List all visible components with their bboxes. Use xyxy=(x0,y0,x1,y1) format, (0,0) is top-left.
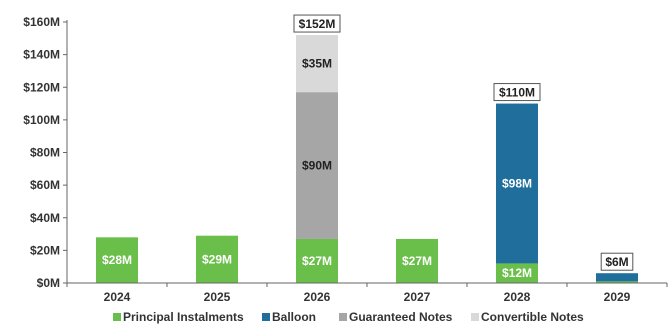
y-tick-label: $160M xyxy=(23,15,60,29)
bar-segment-principal-instalments xyxy=(196,235,238,283)
legend-swatch-convertible-notes xyxy=(471,313,479,321)
bar-segment-principal-instalments xyxy=(96,237,138,283)
y-tick-label: $100M xyxy=(23,113,60,127)
x-tick-label: 2024 xyxy=(104,290,131,304)
bar-segment-balloon xyxy=(496,103,538,264)
x-tick-label: 2026 xyxy=(304,290,331,304)
bar-segment-convertible-notes xyxy=(296,35,338,93)
data-label: $28M xyxy=(102,253,132,267)
total-callout-box xyxy=(293,14,341,33)
bar-segment-principal-instalments xyxy=(296,238,338,283)
x-tick-label: 2025 xyxy=(204,290,231,304)
y-tick-label: $140M xyxy=(23,48,60,62)
total-label: $6M xyxy=(605,255,628,269)
data-label: $35M xyxy=(302,57,332,71)
x-tick-label: 2029 xyxy=(604,290,631,304)
total-label: $110M xyxy=(499,86,535,100)
bar-segment-principal-instalments xyxy=(496,263,538,283)
bar-segment-balloon xyxy=(596,273,638,282)
y-tick-label: $80M xyxy=(30,146,60,160)
legend-label: Guaranteed Notes xyxy=(349,310,453,324)
data-label: $29M xyxy=(202,252,232,266)
y-axis: $0M $20M $40M $60M $80M $100M $120M $140M $160M xyxy=(23,15,68,290)
total-callout-box xyxy=(493,83,541,102)
x-tick-label: 2028 xyxy=(504,290,531,304)
y-tick-label: $120M xyxy=(23,80,60,94)
y-tick-label: $60M xyxy=(30,178,60,192)
legend: Principal Instalments Balloon Guaranteed N… xyxy=(113,310,584,324)
y-tick-label: $0M xyxy=(37,276,60,290)
legend-swatch-guaranteed-notes xyxy=(339,313,347,321)
x-tick-label: 2027 xyxy=(404,290,431,304)
data-label: $12M xyxy=(502,266,532,280)
x-axis: 2024 2025 2026 2027 2028 2029 xyxy=(66,282,668,304)
legend-swatch-balloon xyxy=(262,313,270,321)
legend-swatch-principal-instalments xyxy=(113,313,121,321)
legend-label: Balloon xyxy=(272,310,316,324)
bar-segment-principal-instalments xyxy=(596,281,638,283)
data-label: $98M xyxy=(502,176,532,190)
total-callout-box xyxy=(600,252,634,271)
bars: $28M $29M $27M $90M $35M $152M $27M $12M $98M $11… xyxy=(96,14,638,283)
total-label: $152M xyxy=(299,17,336,31)
y-tick-label: $20M xyxy=(30,243,60,257)
data-label: $27M xyxy=(402,254,432,268)
data-label: $27M xyxy=(302,254,332,268)
bar-segment-principal-instalments xyxy=(396,238,438,283)
bar-segment-guaranteed-notes xyxy=(296,92,338,239)
legend-label: Convertible Notes xyxy=(481,310,584,324)
y-tick-label: $40M xyxy=(30,211,60,225)
data-label: $90M xyxy=(302,159,332,173)
legend-label: Principal Instalments xyxy=(123,310,244,324)
